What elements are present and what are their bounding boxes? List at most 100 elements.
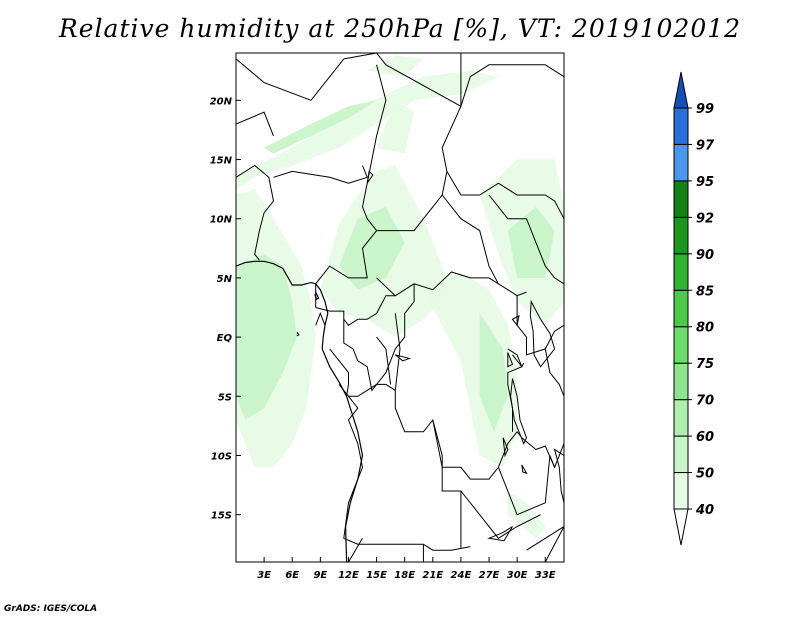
lon-tick-label: 9E <box>313 570 327 581</box>
lon-tick-label: 21E <box>422 570 443 581</box>
lat-tick-label: 20N <box>210 96 233 107</box>
country-border <box>446 171 564 219</box>
lake-outline <box>502 437 509 458</box>
lat-tick-label: 15N <box>210 156 233 167</box>
coastline <box>314 291 320 301</box>
humidity-region <box>264 100 377 154</box>
colorbar-label: 95 <box>696 175 714 190</box>
lake-outline <box>521 464 528 475</box>
humidity-region <box>367 55 424 77</box>
humidity-region <box>236 254 297 420</box>
humidity-region <box>376 100 415 154</box>
colorbar-box <box>673 326 689 364</box>
colorbar-label: 60 <box>696 430 714 445</box>
colorbar-label: 75 <box>696 357 714 372</box>
country-border <box>348 538 363 562</box>
colorbar-label: 70 <box>696 394 714 409</box>
colorbar-box <box>673 253 689 291</box>
colorbar-label: 80 <box>696 321 714 336</box>
country-border <box>544 348 564 397</box>
lat-tick-label: 10S <box>211 451 232 462</box>
colorbar-label: 92 <box>696 211 714 226</box>
lake-outline <box>553 448 564 503</box>
lon-tick-label: 30E <box>507 570 528 581</box>
colorbar-bottom-triangle <box>673 508 689 546</box>
country-border <box>343 53 462 107</box>
country-border <box>460 64 564 107</box>
country-border <box>376 271 527 297</box>
colorbar-label: 99 <box>696 102 714 117</box>
lon-tick-label: 24E <box>451 570 472 581</box>
country-borders <box>236 53 564 562</box>
colorbar-top-triangle <box>673 71 689 109</box>
colorbar-label: 90 <box>696 248 714 263</box>
country-border <box>376 336 392 385</box>
country-border <box>315 312 326 326</box>
country-border <box>343 319 377 392</box>
lake-outline <box>394 354 412 362</box>
colorbar-box <box>673 180 689 218</box>
country-border <box>526 525 564 562</box>
longitude-axis: 3E 6E 9E 12E 15E 18E 21E 24E 27E 30E 33E <box>257 557 556 581</box>
lake-outline <box>487 526 513 542</box>
lat-tick-label: EQ <box>217 333 233 344</box>
credit-label: GrADS: IGES/COLA <box>4 604 98 614</box>
country-border <box>329 348 349 397</box>
humidity-shading <box>236 55 564 539</box>
humidity-region <box>507 491 546 539</box>
country-border <box>315 295 396 326</box>
lon-tick-label: 3E <box>257 570 271 581</box>
lat-tick-label: 10N <box>210 215 233 226</box>
map-title: Relative humidity at 250hPa [%], VT: 201… <box>58 14 742 43</box>
coastline <box>236 260 364 562</box>
colorbar-box <box>673 107 689 145</box>
colorbar-box <box>673 362 689 401</box>
colorbar-label: 50 <box>696 467 714 482</box>
lat-tick-label: 5S <box>218 392 232 403</box>
country-border <box>460 490 541 539</box>
lat-tick-label: 15S <box>211 511 232 522</box>
lon-tick-label: 33E <box>535 570 556 581</box>
lake-outline <box>510 378 528 445</box>
coastline <box>296 332 300 337</box>
lake-outline <box>366 170 374 184</box>
lon-tick-label: 27E <box>479 570 500 581</box>
country-border <box>441 194 499 285</box>
colorbar: 40 50 60 70 75 80 85 90 92 95 97 99 <box>673 71 715 546</box>
lake-outline <box>529 299 556 368</box>
humidity-region <box>236 70 499 190</box>
country-border <box>488 194 564 285</box>
lake-outline <box>507 352 514 368</box>
humidity-region <box>479 313 508 432</box>
colorbar-box <box>673 472 689 510</box>
country-border <box>236 111 274 137</box>
country-border <box>236 164 275 261</box>
latitude-axis: 20N 15N 10N 5N EQ 5S 10S 15S <box>210 96 241 522</box>
colorbar-box <box>673 289 689 328</box>
colorbar-box <box>673 399 689 437</box>
colorbar-label: 85 <box>696 284 714 299</box>
country-border <box>432 419 462 548</box>
country-border <box>376 283 415 385</box>
country-border <box>521 437 564 469</box>
lon-tick-label: 6E <box>285 570 299 581</box>
map-frame <box>235 52 565 563</box>
colorbar-box <box>673 435 689 474</box>
country-border <box>343 395 471 551</box>
country-border <box>512 354 525 368</box>
country-border <box>273 165 368 184</box>
lon-tick-label: 15E <box>366 570 387 581</box>
country-border <box>376 106 462 232</box>
colorbar-box <box>673 143 689 182</box>
humidity-region <box>339 206 405 290</box>
lon-tick-label: 18E <box>394 570 415 581</box>
colorbar-label: 97 <box>696 138 715 153</box>
lon-tick-label: 12E <box>338 570 359 581</box>
colorbar-label: 40 <box>695 503 714 518</box>
country-border <box>394 313 401 391</box>
colorbar-box <box>673 216 689 255</box>
country-border <box>236 58 345 101</box>
lake-outline <box>511 314 520 327</box>
country-border <box>338 383 523 480</box>
